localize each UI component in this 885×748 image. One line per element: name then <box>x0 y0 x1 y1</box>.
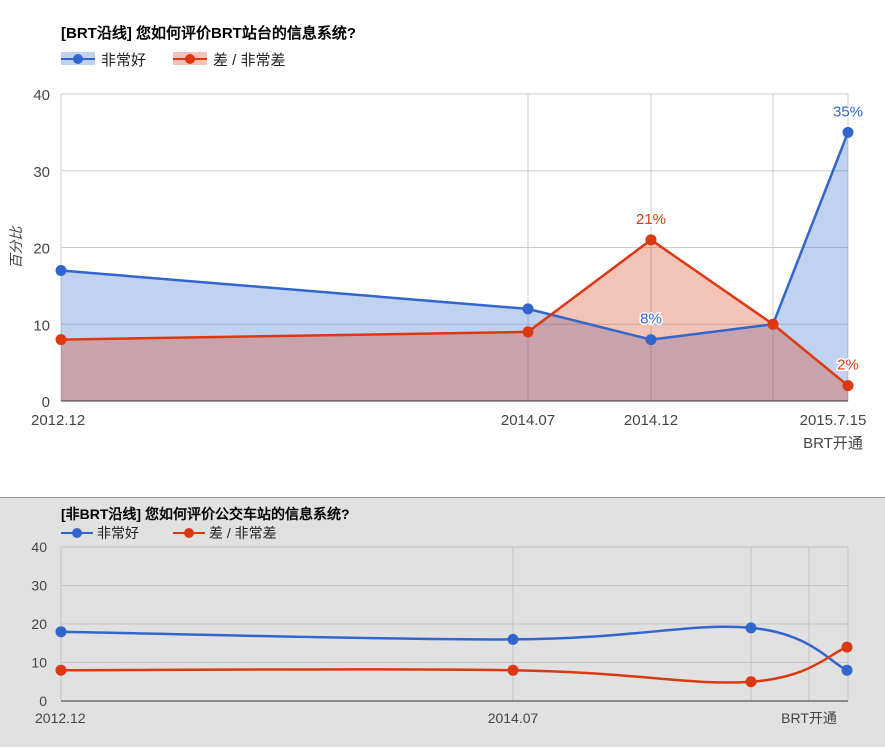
series-line <box>60 645 848 684</box>
data-point <box>841 641 853 653</box>
legend-label: 差 / 非常差 <box>209 525 277 541</box>
data-point <box>767 318 779 330</box>
legend-label: 差 / 非常差 <box>213 52 286 69</box>
legend-label: 非常好 <box>97 525 139 541</box>
data-point <box>842 126 854 138</box>
series-area <box>61 132 848 401</box>
x-tick-label: 2014.07 <box>488 710 539 726</box>
y-tick-label: 10 <box>31 655 47 671</box>
y-tick-label: 20 <box>31 616 47 632</box>
chart-title: [BRT沿线] 您如何评价BRT站台的信息系统? <box>61 24 356 42</box>
data-point <box>507 633 519 645</box>
series-line <box>60 625 848 672</box>
x-tick-label: 2015.7.15 <box>800 412 867 429</box>
y-tick-label: 30 <box>33 164 50 181</box>
y-tick-label: 0 <box>42 394 50 411</box>
y-tick-label: 20 <box>33 241 50 258</box>
y-tick-label: 0 <box>39 693 47 709</box>
x-tick-label: 2014.07 <box>501 412 555 429</box>
y-tick-label: 10 <box>33 317 50 334</box>
x-tick-label: 2012.12 <box>31 412 85 429</box>
y-tick-label: 40 <box>33 87 50 104</box>
data-point <box>645 334 657 346</box>
data-point <box>55 664 67 676</box>
x-tick-label: BRT开通 <box>781 710 837 726</box>
data-label: 8% <box>640 311 662 328</box>
bottom-chart: [非BRT沿线] 您如何评价公交车站的信息系统? 非常好 差 / 非常差 0 10 20 3… <box>31 506 853 726</box>
data-point <box>507 664 519 676</box>
data-point <box>522 303 534 315</box>
top-chart: [BRT沿线] 您如何评价BRT站台的信息系统? 非常好 差 / 非常差 0 10 20 3… <box>8 24 867 452</box>
y-tick-label: 30 <box>31 578 47 594</box>
data-point <box>55 265 67 277</box>
legend-swatch-dot <box>72 528 82 538</box>
data-label: 21% <box>636 211 666 228</box>
legend-swatch-dot <box>185 54 195 64</box>
data-label: 35% <box>833 103 863 120</box>
series-area <box>61 239 848 401</box>
x-tick-label: 2014.12 <box>624 412 678 429</box>
legend-swatch-dot <box>73 54 83 64</box>
data-point <box>645 234 657 246</box>
data-point <box>522 326 534 338</box>
data-point <box>841 664 853 676</box>
data-point <box>55 626 67 638</box>
y-tick-label: 40 <box>31 539 47 555</box>
top-chart-panel: [BRT沿线] 您如何评价BRT站台的信息系统? 非常好 差 / 非常差 0 10 20 3… <box>8 24 867 452</box>
x-tick-label: 2012.12 <box>35 710 86 726</box>
data-point <box>745 622 757 634</box>
bottom-chart-panel: [非BRT沿线] 您如何评价公交车站的信息系统? 非常好 差 / 非常差 0 10 20 3… <box>0 497 885 747</box>
chart-title: [非BRT沿线] 您如何评价公交车站的信息系统? <box>61 506 350 522</box>
legend-swatch-dot <box>184 528 194 538</box>
data-point <box>745 676 757 688</box>
legend-label: 非常好 <box>101 52 146 69</box>
data-label: 2% <box>837 357 859 374</box>
data-point <box>55 334 67 346</box>
data-point <box>842 380 854 392</box>
y-axis-title: 百分比 <box>8 225 24 269</box>
x-tick-sublabel: BRT开通 <box>803 435 863 452</box>
